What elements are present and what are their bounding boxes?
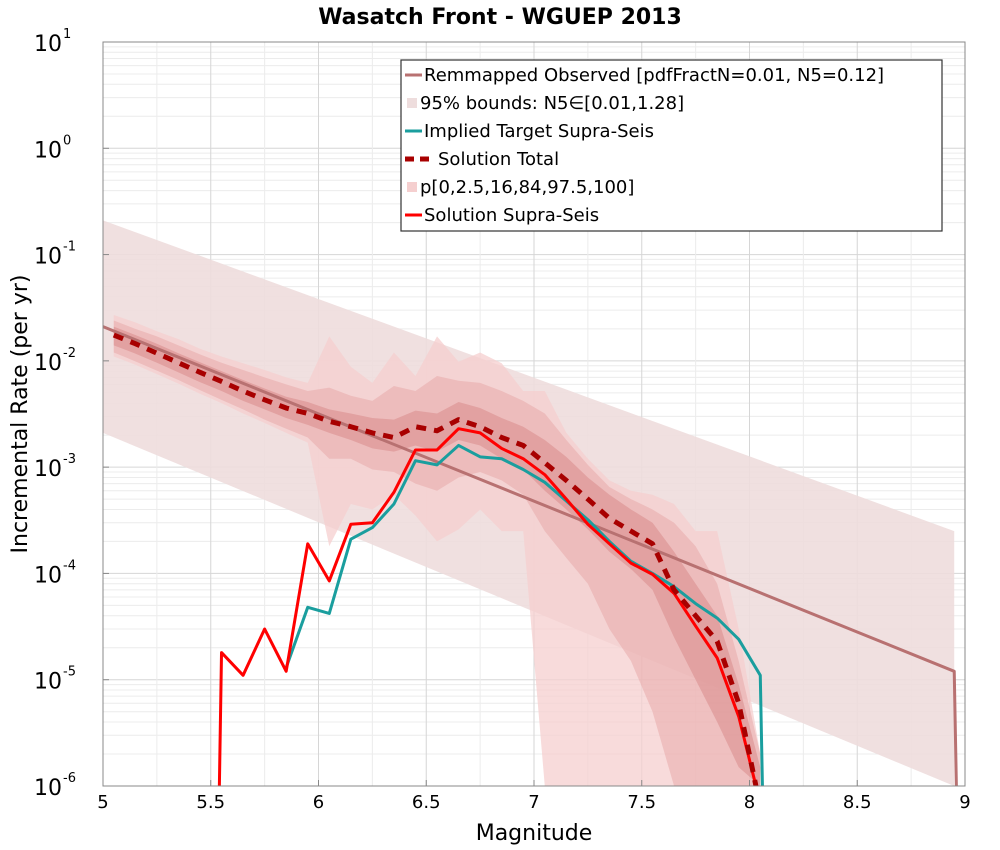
y-tick-exponent: -2: [63, 346, 76, 361]
legend-label: Remmapped Observed [pdfFractN=0.01, N5=0…: [424, 65, 884, 86]
y-tick-label: 10: [34, 245, 62, 270]
x-tick-label: 9: [959, 792, 970, 813]
legend-label: p[0,2.5,16,84,97.5,100]: [420, 177, 634, 198]
x-tick-label: 5: [97, 792, 108, 813]
y-tick-label: 10: [34, 457, 62, 482]
y-tick-label: 10: [34, 351, 62, 376]
y-tick-exponent: 0: [63, 133, 71, 148]
x-axis-ticks: 5 5.5 6 6.5 7 7.5 8 8.5 9: [97, 780, 971, 813]
series-line-2: [112, 332, 759, 787]
x-tick-label: 7.5: [627, 792, 656, 813]
band-3: [113, 326, 761, 786]
x-tick-label: 7: [528, 792, 539, 813]
legend-swatch: [407, 182, 417, 192]
y-tick-exponent: 1: [63, 27, 71, 42]
series-line-3: [217, 427, 758, 787]
series-line-0: [102, 325, 958, 787]
chart-title: Wasatch Front - WGUEP 2013: [318, 5, 682, 30]
legend-label: 95% bounds: N5∈[0.01,1.28]: [420, 93, 684, 114]
x-tick-label: 5.5: [196, 792, 225, 813]
y-tick-exponent: -3: [63, 452, 76, 467]
legend-label: Solution Total: [438, 149, 559, 170]
y-tick-label: 10: [34, 670, 62, 695]
y-tick-label: 10: [34, 32, 62, 57]
series-line-1: [284, 443, 764, 787]
y-axis-label: Incremental Rate (per yr): [8, 275, 33, 554]
legend-label: Solution Supra-Seis: [424, 205, 599, 226]
x-tick-label: 6: [313, 792, 324, 813]
bands: [103, 220, 955, 787]
x-tick-label: 8.5: [843, 792, 872, 813]
y-tick-exponent: -5: [63, 665, 76, 680]
legend-swatch: [407, 98, 417, 108]
y-tick-exponent: -1: [63, 240, 76, 255]
x-tick-label: 6.5: [412, 792, 441, 813]
x-axis-label: Magnitude: [476, 821, 593, 846]
y-tick-label: 10: [34, 563, 62, 588]
legend-box: [400, 59, 943, 232]
x-tick-label: 8: [744, 792, 755, 813]
band-1: [113, 315, 761, 786]
y-tick-label: 10: [34, 776, 62, 801]
legend: Remmapped Observed [pdfFractN=0.01, N5=0…: [400, 59, 943, 232]
y-tick-exponent: -6: [63, 771, 76, 786]
legend-label: Implied Target Supra-Seis: [424, 121, 654, 142]
y-tick-label: 10: [34, 138, 62, 163]
series: [102, 325, 958, 787]
y-tick-exponent: -4: [63, 558, 76, 573]
